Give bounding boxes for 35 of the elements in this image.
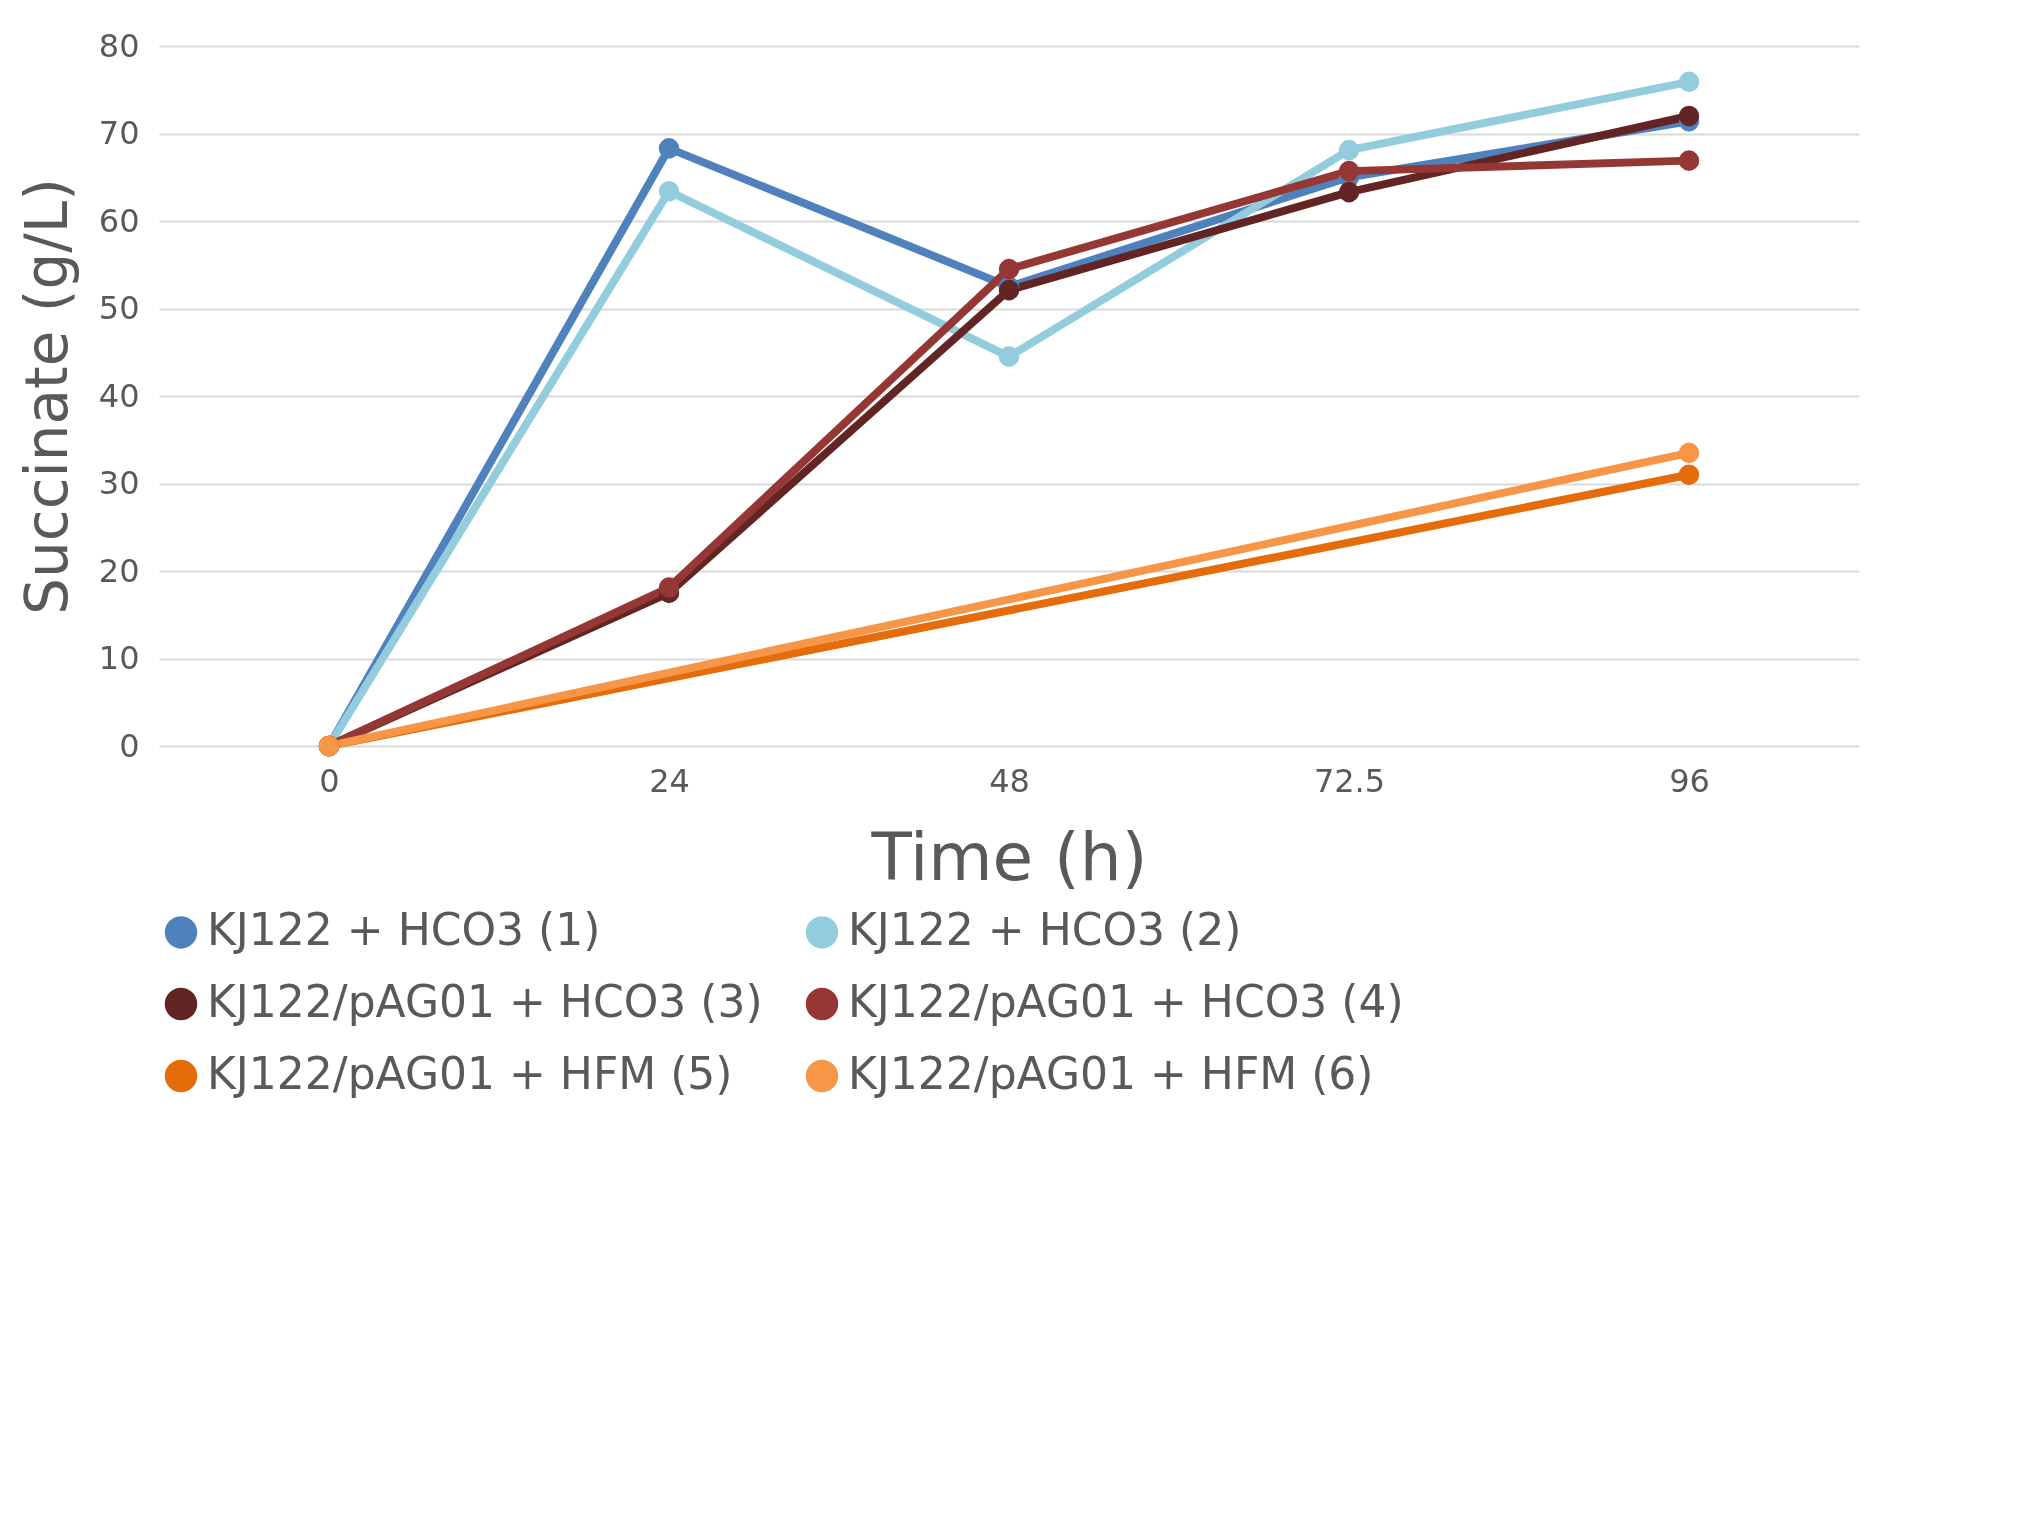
x-tick-label: 72.5 <box>1313 761 1386 800</box>
x-tick-label: 96 <box>1669 761 1710 800</box>
y-tick-label: 50 <box>98 289 140 327</box>
y-tick-label: 60 <box>98 201 140 240</box>
y-tick-label: 40 <box>98 376 140 415</box>
x-axis-title: Time (h) <box>870 818 1148 896</box>
legend-label: KJ122 + HCO3 (1) <box>207 904 601 956</box>
y-tick-label: 70 <box>98 114 140 152</box>
point <box>658 181 680 202</box>
point <box>658 577 680 598</box>
y-tick-label: 30 <box>98 464 140 502</box>
point <box>658 138 680 159</box>
point <box>1678 442 1700 464</box>
point <box>998 258 1020 280</box>
point <box>1338 139 1360 161</box>
legend-label: KJ122 + HCO3 (2) <box>848 904 1242 956</box>
legend-label: KJ122/pAG01 + HCO3 (3) <box>207 976 763 1027</box>
point <box>1678 105 1700 127</box>
point <box>1678 150 1700 171</box>
y-tick-label: 20 <box>98 551 140 590</box>
y-tick-label: 0 <box>119 726 140 765</box>
x-tick-label: 48 <box>989 761 1030 800</box>
point <box>1678 464 1700 485</box>
point <box>1678 71 1700 93</box>
legend-label: KJ122/pAG01 + HFM (6) <box>848 1048 1374 1099</box>
y-axis-title: Succinate (g/L) <box>12 178 81 615</box>
x-tick-label: 0 <box>319 761 340 800</box>
point <box>998 346 1020 367</box>
legend-label: KJ122/pAG01 + HCO3 (4) <box>848 976 1404 1027</box>
y-tick-label: 10 <box>98 639 140 677</box>
point <box>1338 181 1360 203</box>
point <box>1338 160 1360 182</box>
y-tick-label: 80 <box>98 26 140 65</box>
x-tick-label: 24 <box>649 761 690 800</box>
legend-label: KJ122/pAG01 + HFM (5) <box>207 1048 733 1099</box>
